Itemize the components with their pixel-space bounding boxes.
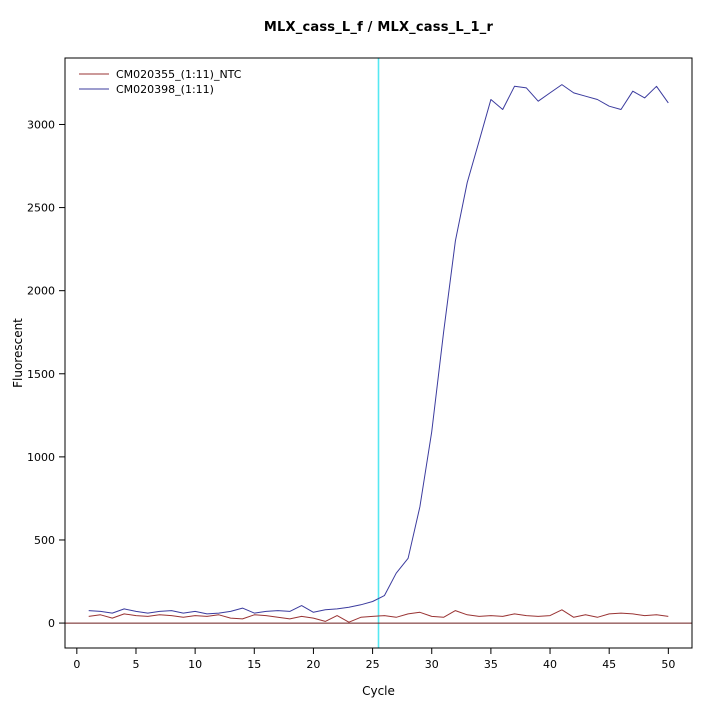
x-tick-label: 50 (661, 658, 675, 671)
y-tick-label: 1500 (27, 368, 55, 381)
x-tick-label: 45 (602, 658, 616, 671)
x-tick-label: 25 (366, 658, 380, 671)
x-tick-label: 0 (73, 658, 80, 671)
chart-title: MLX_cass_L_f / MLX_cass_L_1_r (263, 20, 494, 35)
x-axis-label: Cycle (362, 684, 395, 698)
y-tick-label: 500 (34, 534, 55, 547)
y-tick-label: 2500 (27, 202, 55, 215)
x-tick-label: 20 (306, 658, 320, 671)
y-tick-label: 0 (48, 617, 55, 630)
y-tick-label: 1000 (27, 451, 55, 464)
legend-label-1: CM020398_(1:11) (116, 83, 214, 96)
x-tick-label: 35 (484, 658, 498, 671)
x-tick-label: 30 (425, 658, 439, 671)
y-tick-label: 2000 (27, 285, 55, 298)
y-axis-label: Fluorescent (11, 318, 25, 388)
series-line-0 (88, 609, 669, 623)
x-tick-label: 40 (543, 658, 557, 671)
y-tick-label: 3000 (27, 118, 55, 131)
x-tick-label: 10 (188, 658, 202, 671)
legend-label-0: CM020355_(1:11)_NTC (116, 68, 242, 81)
plot-border (64, 57, 693, 649)
series-line-1 (88, 84, 669, 615)
x-tick-label: 5 (132, 658, 139, 671)
x-tick-label: 15 (247, 658, 261, 671)
